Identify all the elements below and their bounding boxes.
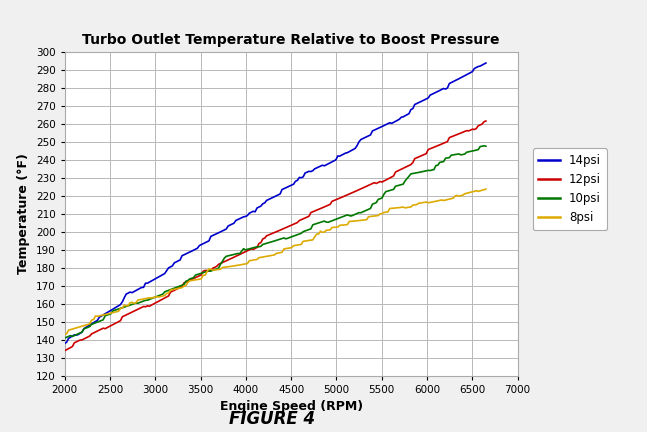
Y-axis label: Temperature (°F): Temperature (°F) [17, 153, 30, 274]
Legend: 14psi, 12psi, 10psi, 8psi: 14psi, 12psi, 10psi, 8psi [532, 149, 607, 230]
Title: Turbo Outlet Temperature Relative to Boost Pressure: Turbo Outlet Temperature Relative to Boo… [82, 32, 500, 47]
X-axis label: Engine Speed (RPM): Engine Speed (RPM) [219, 400, 363, 413]
Text: FIGURE 4: FIGURE 4 [228, 410, 315, 428]
